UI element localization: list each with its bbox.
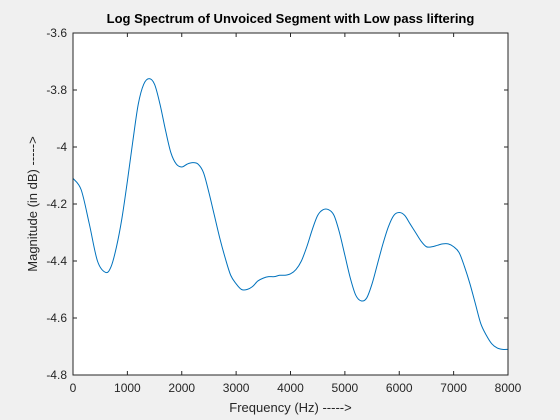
axes-frame bbox=[72, 32, 509, 376]
y-tick-label: -4 bbox=[56, 140, 67, 154]
y-axis-label: Magnitude (in dB) -----> bbox=[25, 136, 40, 271]
x-tick-label: 4000 bbox=[277, 381, 304, 395]
y-tick-label: -4.6 bbox=[46, 311, 67, 325]
ticks-layer: 0 1000 2000 3000 4000 5000 6000 7000 8000 -3.6 -3.… bbox=[46, 26, 521, 395]
x-tick-label: 3000 bbox=[223, 381, 250, 395]
y-tick-label: -4.2 bbox=[46, 197, 67, 211]
x-tick-label: 8000 bbox=[495, 381, 522, 395]
axes-box bbox=[72, 32, 509, 376]
y-tick-label: -3.8 bbox=[46, 83, 67, 97]
x-tick-label: 0 bbox=[70, 381, 77, 395]
x-tick-label: 6000 bbox=[386, 381, 413, 395]
y-tick-label: -4.8 bbox=[46, 368, 67, 382]
x-tick-label: 7000 bbox=[440, 381, 467, 395]
y-tick-label: -4.4 bbox=[46, 254, 67, 268]
chart-title: Log Spectrum of Unvoiced Segment with Lo… bbox=[107, 11, 475, 26]
x-tick-label: 1000 bbox=[114, 381, 141, 395]
plot-area bbox=[73, 33, 508, 375]
x-tick-label: 2000 bbox=[168, 381, 195, 395]
y-tick-label: -3.6 bbox=[46, 26, 67, 40]
x-tick-label: 5000 bbox=[332, 381, 359, 395]
x-axis-label: Frequency (Hz) -----> bbox=[229, 400, 351, 415]
spectrum-line bbox=[72, 78, 509, 350]
